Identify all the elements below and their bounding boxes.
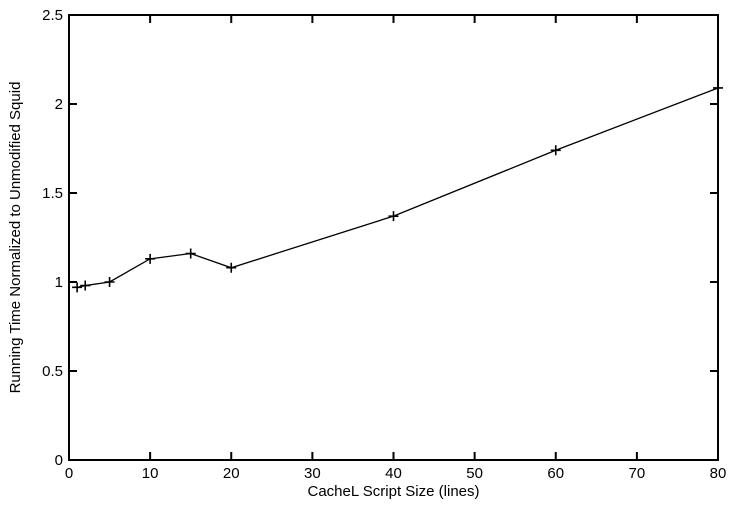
data-point-marker [72, 282, 83, 293]
data-point-marker [145, 253, 156, 264]
x-tick-label: 10 [142, 465, 159, 482]
y-axis-label: Running Time Normalized to Unmodified Sq… [7, 82, 24, 394]
x-tick-label: 50 [466, 465, 483, 482]
chart-layer: 0 10 20 30 40 50 60 70 80 0 0.5 1 1.5 2 2.5 [42, 7, 726, 482]
data-line [76, 87, 719, 288]
x-tick-label: 80 [710, 465, 727, 482]
y-tick-label: 2 [55, 96, 63, 113]
y-tick-label: 0 [55, 452, 63, 469]
x-tick-label: 0 [65, 465, 73, 482]
x-tick-label: 60 [547, 465, 564, 482]
data-point-marker [226, 262, 237, 273]
data-point-marker [388, 211, 399, 222]
y-tick-label: 0.5 [42, 363, 63, 380]
x-axis-label: CacheL Script Size (lines) [307, 483, 479, 500]
y-tick-label: 2.5 [42, 7, 63, 24]
data-point-marker [550, 145, 561, 156]
data-point-marker [104, 277, 115, 287]
x-tick-label: 40 [385, 465, 402, 482]
x-tick-label: 70 [629, 465, 646, 482]
data-point-marker [713, 82, 723, 93]
data-point-marker [80, 280, 91, 291]
y-tick-label: 1.5 [42, 185, 63, 202]
y-tick-label: 1 [55, 274, 63, 291]
plot-border [68, 14, 719, 461]
x-tick-label: 30 [304, 465, 321, 482]
data-point-marker [185, 248, 196, 259]
x-tick-label: 20 [223, 465, 240, 482]
